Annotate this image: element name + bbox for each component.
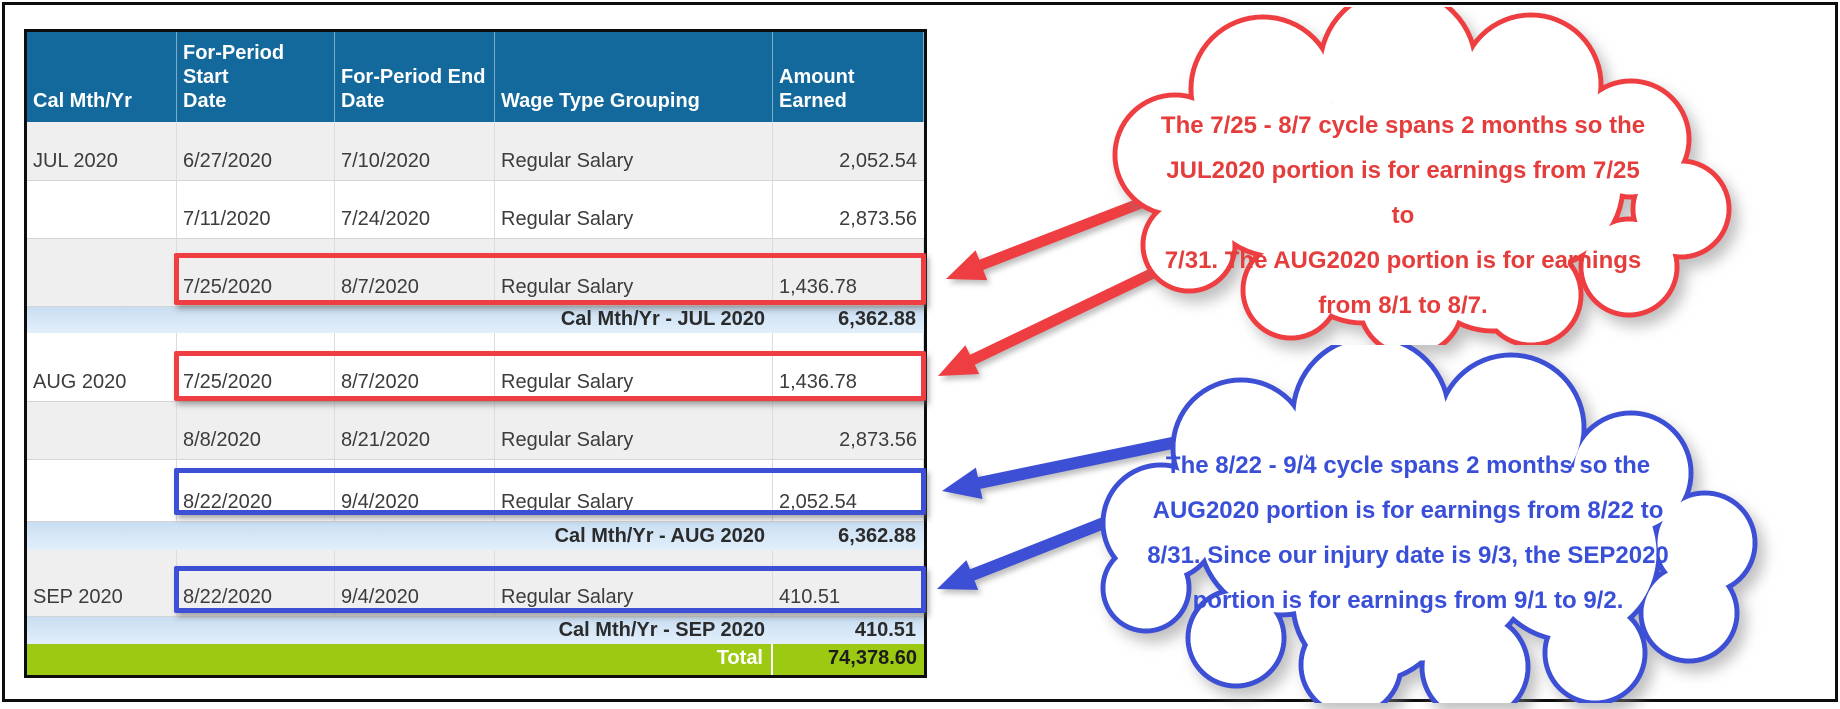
cell-end[interactable]: 8/7/2020 (335, 333, 495, 402)
cell-month[interactable]: SEP 2020 (27, 550, 177, 617)
cell-amount[interactable]: 2,873.56 (773, 402, 924, 460)
cell-start[interactable]: 8/22/2020 (177, 460, 335, 522)
table-row: JUL 2020 6/27/2020 7/10/2020 Regular Sal… (27, 122, 924, 181)
payroll-earnings-table: Cal Mth/Yr For-Period Start Date For-Per… (24, 29, 927, 678)
cell-end[interactable]: 7/24/2020 (335, 181, 495, 239)
cell-amount[interactable]: 1,436.78 (773, 333, 924, 402)
total-amount[interactable]: 74,378.60 (828, 647, 917, 669)
cell-month[interactable] (27, 460, 177, 522)
red-callout-cloud (1112, 7, 1732, 345)
table-row: AUG 2020 7/25/2020 8/7/2020 Regular Sala… (27, 333, 926, 402)
cell-end[interactable]: 7/10/2020 (335, 122, 495, 181)
total-row: Total 74,378.60 (27, 644, 924, 675)
cell-end[interactable]: 8/7/2020 (335, 239, 495, 307)
cell-month[interactable] (27, 181, 177, 239)
subtotal-amount[interactable]: 6,362.88 (838, 525, 916, 547)
cell-month[interactable] (27, 239, 177, 307)
table-row: 8/22/2020 9/4/2020 Regular Salary 2,052.… (27, 460, 926, 522)
cell-amount[interactable]: 1,436.78 (773, 239, 924, 307)
subtotal-amount[interactable]: 6,362.88 (838, 308, 916, 330)
subtotal-row: Cal Mth/Yr - AUG 2020 6,362.88 (27, 522, 924, 550)
cell-wage[interactable]: Regular Salary (495, 460, 773, 522)
cell-start[interactable]: 8/8/2020 (177, 402, 335, 460)
cell-start[interactable]: 8/22/2020 (177, 550, 335, 617)
cell-month[interactable]: AUG 2020 (27, 333, 177, 402)
cell-wage[interactable]: Regular Salary (495, 402, 773, 460)
header-cal-mth-yr[interactable]: Cal Mth/Yr (27, 32, 177, 122)
cell-wage[interactable]: Regular Salary (495, 333, 773, 402)
header-period-start[interactable]: For-Period Start Date (177, 32, 335, 122)
subtotal-row: Cal Mth/Yr - JUL 2020 6,362.88 (27, 307, 924, 333)
total-label: Total (27, 644, 773, 675)
blue-callout-cloud (1100, 345, 1758, 703)
cell-start[interactable]: 7/25/2020 (177, 239, 335, 307)
cell-end[interactable]: 9/4/2020 (335, 550, 495, 617)
table-row: 7/11/2020 7/24/2020 Regular Salary 2,873… (27, 181, 924, 239)
table-row: SEP 2020 8/22/2020 9/4/2020 Regular Sala… (27, 550, 926, 617)
cell-wage[interactable]: Regular Salary (495, 122, 773, 181)
subtotal-label: Cal Mth/Yr - AUG 2020 (554, 525, 765, 547)
cell-month[interactable]: JUL 2020 (27, 122, 177, 181)
cell-wage[interactable]: Regular Salary (495, 550, 773, 617)
cell-wage[interactable]: Regular Salary (495, 239, 773, 307)
header-wage-type[interactable]: Wage Type Grouping (495, 32, 773, 122)
header-period-end[interactable]: For-Period End Date (335, 32, 495, 122)
cell-start[interactable]: 6/27/2020 (177, 122, 335, 181)
cell-wage[interactable]: Regular Salary (495, 181, 773, 239)
subtotal-row: Cal Mth/Yr - SEP 2020 410.51 (27, 617, 924, 644)
cell-amount[interactable]: 410.51 (773, 550, 924, 617)
cell-month[interactable] (27, 402, 177, 460)
cell-amount[interactable]: 2,873.56 (773, 181, 924, 239)
cell-amount[interactable]: 2,052.54 (773, 122, 924, 181)
cell-end[interactable]: 8/21/2020 (335, 402, 495, 460)
table-row: 7/25/2020 8/7/2020 Regular Salary 1,436.… (27, 239, 926, 307)
header-amount-earned[interactable]: Amount Earned (773, 32, 924, 122)
subtotal-label: Cal Mth/Yr - JUL 2020 (560, 308, 765, 330)
cell-start[interactable]: 7/11/2020 (177, 181, 335, 239)
header-row: Cal Mth/Yr For-Period Start Date For-Per… (27, 32, 924, 122)
cell-start[interactable]: 7/25/2020 (177, 333, 335, 402)
subtotal-amount[interactable]: 410.51 (854, 619, 916, 641)
cell-end[interactable]: 9/4/2020 (335, 460, 495, 522)
cell-amount[interactable]: 2,052.54 (773, 460, 924, 522)
table-row: 8/8/2020 8/21/2020 Regular Salary 2,873.… (27, 402, 924, 460)
subtotal-label: Cal Mth/Yr - SEP 2020 (558, 619, 765, 641)
